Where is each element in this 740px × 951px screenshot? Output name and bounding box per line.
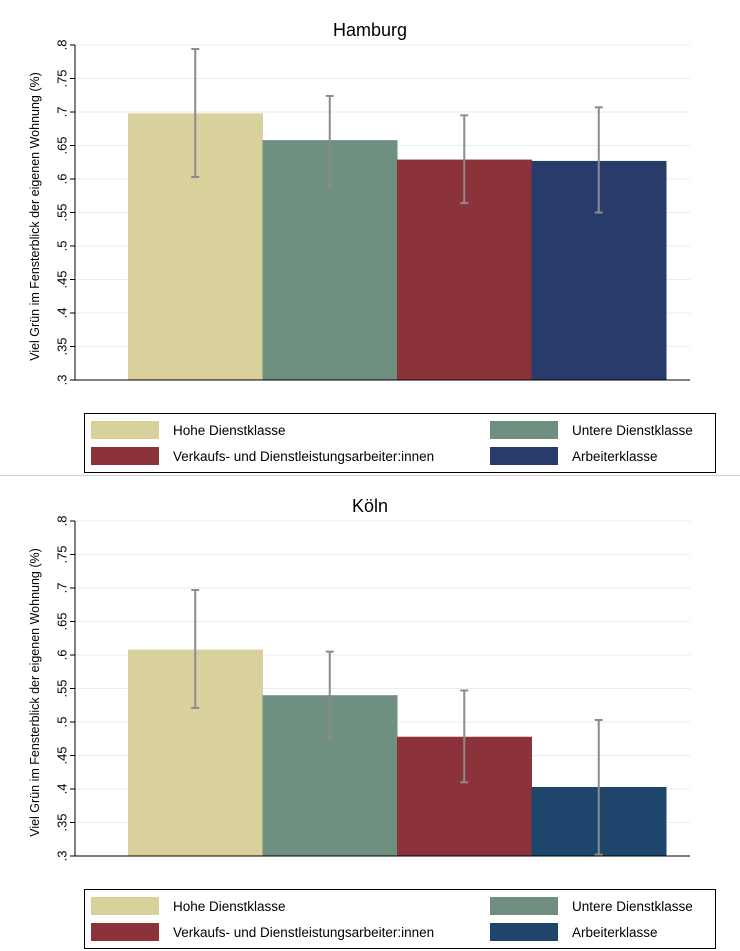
y-tick-label: .35 bbox=[54, 813, 69, 831]
chart-title: Hamburg bbox=[332, 20, 408, 40]
legend-item: Hohe Dienstklasse bbox=[91, 896, 286, 916]
legend: Hohe Dienstklasse Untere Dienstklasse Ve… bbox=[84, 413, 716, 473]
y-tick-label: .7 bbox=[54, 107, 69, 118]
y-tick-label: .55 bbox=[54, 203, 69, 221]
chart-panel-hamburg: Hamburg .3 .35 .4 .45 .5 .55 .6 .65 .7 .75 .8 Viel … bbox=[0, 0, 740, 475]
legend-swatch bbox=[91, 897, 159, 915]
panel-separator bbox=[0, 475, 740, 476]
y-axis-title: Viel Grün im Fensterblick der eigenen Wo… bbox=[28, 72, 42, 361]
legend-item: Verkaufs- und Dienstleistungsarbeiter:in… bbox=[91, 446, 434, 466]
legend-item: Untere Dienstklasse bbox=[490, 896, 693, 916]
y-tick-label: .45 bbox=[54, 746, 69, 764]
y-tick-label: .7 bbox=[54, 583, 69, 594]
legend-swatch bbox=[490, 447, 558, 465]
y-axis-title: Viel Grün im Fensterblick der eigenen Wo… bbox=[28, 548, 42, 837]
legend-item: Hohe Dienstklasse bbox=[91, 420, 286, 440]
y-tick-label: .4 bbox=[54, 784, 69, 795]
y-tick-label: .3 bbox=[54, 851, 69, 862]
legend-swatch bbox=[91, 923, 159, 941]
y-tick-label: .3 bbox=[54, 375, 69, 386]
chart-panel-koeln: Köln .3 .35 .4 .45 .5 .55 .6 .65 .7 .75 .8 Viel Grü… bbox=[0, 476, 740, 951]
legend-label: Hohe Dienstklasse bbox=[173, 898, 286, 914]
legend-item: Arbeiterklasse bbox=[490, 446, 658, 466]
y-tick-label: .65 bbox=[54, 136, 69, 154]
legend-label: Hohe Dienstklasse bbox=[173, 422, 286, 438]
y-tick-label: .6 bbox=[54, 174, 69, 185]
legend-label: Verkaufs- und Dienstleistungsarbeiter:in… bbox=[173, 924, 435, 940]
bar-chart-hamburg: .3 .35 .4 .45 .5 .55 .6 .65 .7 .75 .8 Viel Grün im … bbox=[28, 40, 690, 386]
y-tick-label: .75 bbox=[54, 69, 69, 87]
legend-item: Untere Dienstklasse bbox=[490, 420, 693, 440]
chart-title: Köln bbox=[351, 496, 389, 516]
legend-label: Arbeiterklasse bbox=[572, 448, 658, 464]
y-tick-label: .4 bbox=[54, 308, 69, 319]
legend-item: Verkaufs- und Dienstleistungsarbeiter:in… bbox=[91, 922, 434, 942]
y-tick-label: .5 bbox=[54, 717, 69, 728]
y-tick-label: .35 bbox=[54, 337, 69, 355]
legend-label: Untere Dienstklasse bbox=[572, 898, 693, 914]
legend-swatch bbox=[490, 923, 558, 941]
legend-swatch bbox=[490, 897, 558, 915]
y-tick-label: .75 bbox=[54, 545, 69, 563]
legend-swatch bbox=[91, 447, 159, 465]
y-tick-label: .8 bbox=[54, 40, 69, 51]
legend-swatch bbox=[490, 421, 558, 439]
bar-chart-koeln: .3 .35 .4 .45 .5 .55 .6 .65 .7 .75 .8 Viel Grün im … bbox=[28, 516, 690, 862]
y-tick-label: .6 bbox=[54, 650, 69, 661]
y-tick-label: .65 bbox=[54, 612, 69, 630]
legend-swatch bbox=[91, 421, 159, 439]
legend-label: Verkaufs- und Dienstleistungsarbeiter:in… bbox=[173, 448, 435, 464]
legend-label: Untere Dienstklasse bbox=[572, 422, 693, 438]
y-tick-label: .8 bbox=[54, 516, 69, 527]
legend-item: Arbeiterklasse bbox=[490, 922, 658, 942]
legend-label: Arbeiterklasse bbox=[572, 924, 658, 940]
y-tick-label: .55 bbox=[54, 679, 69, 697]
y-tick-label: .5 bbox=[54, 241, 69, 252]
legend: Hohe Dienstklasse Untere Dienstklasse Ve… bbox=[84, 889, 716, 949]
y-tick-label: .45 bbox=[54, 270, 69, 288]
